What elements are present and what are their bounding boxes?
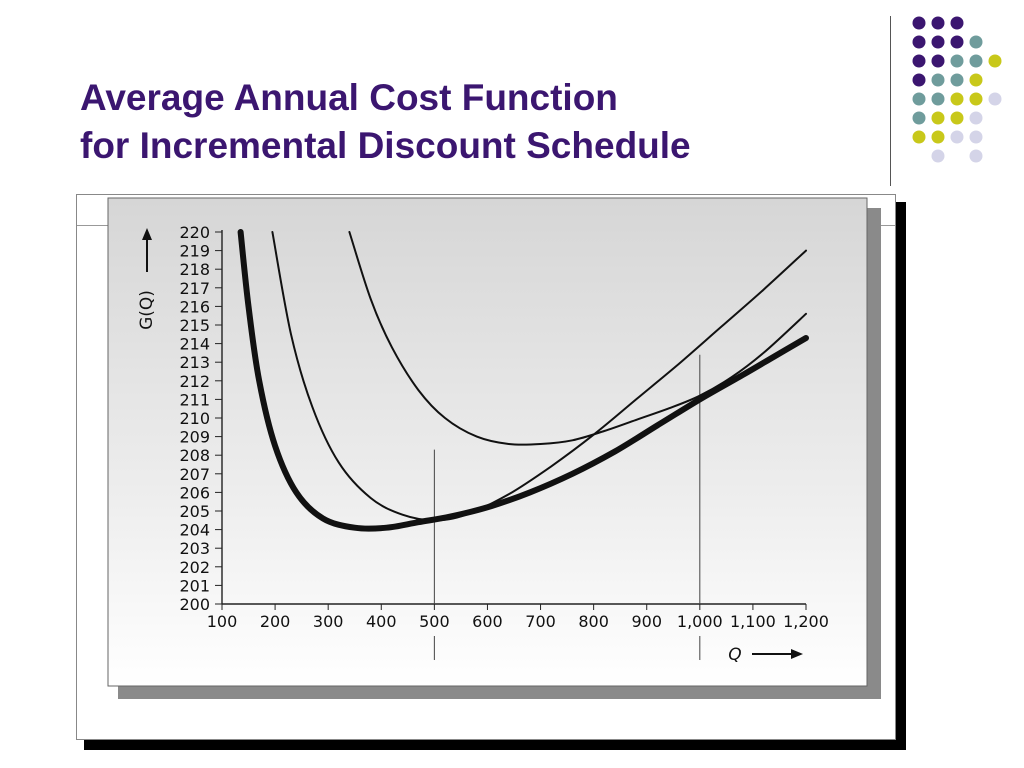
decor-dot xyxy=(969,73,983,87)
y-tick-label: 206 xyxy=(179,483,210,502)
y-tick-label: 211 xyxy=(179,390,210,409)
decorative-dot-grid xyxy=(912,16,1002,163)
y-tick-label: 219 xyxy=(179,242,210,261)
x-axis-label: Q xyxy=(728,645,741,665)
y-tick-label: 220 xyxy=(179,223,210,242)
title-line-2: for Incremental Discount Schedule xyxy=(80,125,691,166)
decor-dot xyxy=(988,54,1002,68)
decor-dot xyxy=(969,54,983,68)
decor-dot xyxy=(912,54,926,68)
decor-dot xyxy=(950,16,964,30)
y-tick-label: 207 xyxy=(179,465,210,484)
x-tick-label: 700 xyxy=(525,612,556,631)
decor-dot xyxy=(931,16,945,30)
decor-dot xyxy=(912,130,926,144)
x-tick-label: 800 xyxy=(578,612,609,631)
x-tick-label: 1,000 xyxy=(677,612,723,631)
decor-dot xyxy=(969,130,983,144)
y-tick-label: 201 xyxy=(179,576,210,595)
y-tick-label: 210 xyxy=(179,409,210,428)
y-tick-label: 204 xyxy=(179,521,210,540)
x-tick-label: 100 xyxy=(207,612,238,631)
decor-dot xyxy=(931,92,945,106)
decor-dot xyxy=(950,111,964,125)
x-tick-label: 500 xyxy=(419,612,450,631)
average-cost-function xyxy=(237,229,809,532)
y-tick-label: 200 xyxy=(179,595,210,614)
title-divider xyxy=(890,16,891,186)
decor-dot xyxy=(988,92,1002,106)
y-axis-arrow xyxy=(142,228,152,272)
decor-dot xyxy=(912,73,926,87)
y-tick-label: 203 xyxy=(179,539,210,558)
decor-dot xyxy=(950,92,964,106)
y-tick-label: 209 xyxy=(179,428,210,447)
decor-dot xyxy=(969,149,983,163)
decor-dot xyxy=(969,35,983,49)
y-tick-label: 202 xyxy=(179,558,210,577)
x-tick-label: 600 xyxy=(472,612,503,631)
slide-title: Average Annual Cost Function for Increme… xyxy=(80,74,691,170)
x-tick-label: 300 xyxy=(313,612,344,631)
decor-dot xyxy=(950,73,964,87)
y-tick-label: 212 xyxy=(179,372,210,391)
decor-dot xyxy=(931,130,945,144)
decor-dot xyxy=(931,73,945,87)
decor-dot xyxy=(931,149,945,163)
decor-dot xyxy=(931,54,945,68)
y-tick-label: 215 xyxy=(179,316,210,335)
decor-dot xyxy=(931,35,945,49)
y-axis-label: G(Q) xyxy=(137,290,157,330)
decor-dot xyxy=(912,92,926,106)
title-line-1: Average Annual Cost Function xyxy=(80,77,618,118)
x-tick-label: 1,100 xyxy=(730,612,776,631)
decor-dot xyxy=(950,130,964,144)
y-tick-label: 208 xyxy=(179,446,210,465)
decor-dot xyxy=(912,111,926,125)
decor-dot xyxy=(931,111,945,125)
decor-dot xyxy=(950,54,964,68)
y-tick-label: 213 xyxy=(179,353,210,372)
x-tick-label: 900 xyxy=(631,612,662,631)
y-tick-label: 214 xyxy=(179,335,210,354)
decor-dot xyxy=(969,92,983,106)
x-tick-label: 200 xyxy=(260,612,291,631)
x-tick-label: 1,200 xyxy=(783,612,829,631)
y-tick-label: 216 xyxy=(179,297,210,316)
decor-dot xyxy=(912,35,926,49)
x-axis-arrow xyxy=(752,649,803,659)
y-tick-label: 218 xyxy=(179,260,210,279)
y-tick-label: 217 xyxy=(179,279,210,298)
decor-dot xyxy=(969,111,983,125)
y-tick-label: 205 xyxy=(179,502,210,521)
decor-dot xyxy=(950,35,964,49)
x-tick-label: 400 xyxy=(366,612,397,631)
decor-dot xyxy=(912,16,926,30)
